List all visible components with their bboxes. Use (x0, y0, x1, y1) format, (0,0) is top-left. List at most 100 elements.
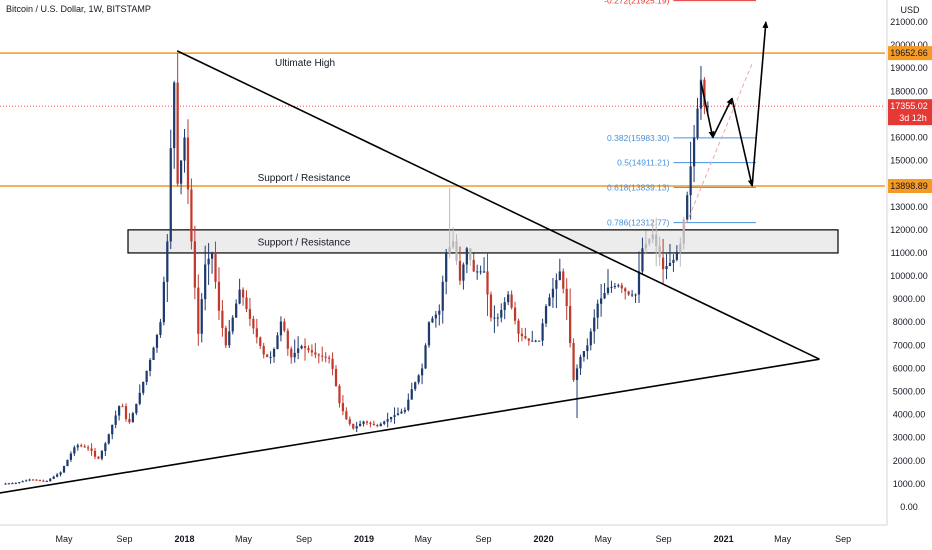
candle-body (651, 234, 654, 240)
candle-body (527, 338, 530, 341)
candle-body (221, 310, 224, 329)
candle-body (386, 419, 389, 422)
candle-body (69, 453, 73, 460)
x-tick-label: Sep (117, 534, 133, 544)
candle-body (369, 422, 372, 424)
candle-body (272, 349, 276, 357)
candle-body (596, 303, 599, 318)
candle-body (544, 306, 548, 324)
candle-body (93, 450, 97, 457)
candle-body (706, 106, 709, 108)
candle-body (117, 406, 121, 416)
fibonacci-layer: -0.272(21925.19) 0.382(15983.30) 0.5(14911… (604, 0, 757, 228)
candle-body (200, 299, 203, 334)
candle-body (255, 328, 258, 338)
zone-layer: Support / Resistance (127, 229, 839, 254)
candle-body (376, 425, 379, 427)
y-tick-label: 19000.00 (890, 63, 928, 73)
candle-body (465, 248, 468, 265)
candle-body (489, 294, 493, 318)
fib-level-label: 0.786(12312.77) (607, 218, 670, 228)
y-tick-label: 11000.00 (891, 248, 928, 258)
candle-body (675, 251, 678, 260)
level-price-tag (888, 179, 932, 194)
x-tick-label: 2018 (175, 534, 195, 544)
candle-body (692, 137, 696, 167)
candle-body (441, 281, 444, 311)
candle-body (372, 423, 376, 426)
candle-body (324, 356, 327, 358)
candle-body (210, 252, 214, 259)
current-price-tag (888, 99, 932, 126)
candle-body (152, 347, 155, 361)
time-axis-layer: May Sep 2018 May Sep 2019 May Sep 2020 May Sep 2021… (0, 524, 887, 544)
candle-body (145, 370, 148, 382)
candle-body (496, 317, 499, 319)
candle-body (76, 445, 79, 448)
candles-layer (4, 53, 709, 485)
candle-body (135, 403, 138, 414)
candle-body (7, 483, 11, 485)
projection-arrow (731, 98, 754, 187)
candle-body (38, 480, 42, 482)
level-price-tag-label: 19652.66 (890, 48, 928, 58)
candle-body (307, 348, 310, 351)
candle-body (142, 381, 145, 393)
candle-body (689, 166, 692, 196)
candle-body (14, 482, 17, 484)
candle-body (114, 415, 117, 425)
candle-body (606, 287, 610, 293)
candle-body (414, 382, 417, 390)
projection-arrow (712, 97, 733, 138)
candle-body (276, 335, 279, 350)
candle-body (569, 306, 572, 344)
candle-body (393, 415, 396, 417)
candle-body (331, 358, 334, 369)
candle-body (362, 421, 365, 424)
candle-body (634, 294, 637, 296)
candle-body (269, 356, 272, 358)
candle-body (355, 426, 358, 429)
candle-body (472, 259, 475, 272)
y-tick-label: 7000.00 (893, 340, 926, 350)
levels-layer: Ultimate High Support / Resistance (0, 52, 885, 187)
candle-body (575, 368, 579, 380)
candle-body (345, 411, 348, 420)
candle-body (279, 321, 283, 336)
candle-body (548, 297, 551, 307)
candle-body (482, 271, 486, 273)
y-tick-label: 21000.00 (890, 17, 928, 27)
candle-body (21, 481, 24, 483)
candle-body (438, 310, 441, 315)
trendline-projection-dashed (683, 63, 753, 231)
x-tick-label: Sep (656, 534, 672, 544)
x-tick-label: 2021 (714, 534, 734, 544)
x-tick-label: Sep (835, 534, 851, 544)
y-tick-label: 1000.00 (893, 479, 926, 489)
candle-body (531, 340, 534, 342)
fib-level-label: 0.5(14911.21) (617, 158, 669, 168)
candle-body (610, 286, 613, 288)
candle-body (228, 331, 231, 346)
candle-body (510, 294, 513, 308)
candle-body (310, 350, 314, 353)
candle-body (104, 443, 107, 452)
y-tick-label: 12000.00 (890, 225, 928, 235)
candle-body (207, 258, 210, 265)
candle-body (586, 345, 589, 352)
candle-body (197, 287, 200, 334)
candle-body (624, 288, 627, 292)
candle-body (59, 472, 62, 475)
candle-body (558, 271, 561, 281)
candle-body (121, 406, 124, 408)
candle-body (245, 297, 248, 310)
candle-body (455, 241, 458, 262)
chart-title: Bitcoin / U.S. Dollar, 1W, BITSTAMP (6, 4, 151, 14)
candle-body (83, 446, 86, 448)
projection-arrow (751, 21, 769, 187)
candle-body (630, 294, 634, 296)
y-tick-label: 8000.00 (893, 317, 926, 327)
candle-body (204, 264, 207, 300)
candle-body (73, 447, 76, 454)
